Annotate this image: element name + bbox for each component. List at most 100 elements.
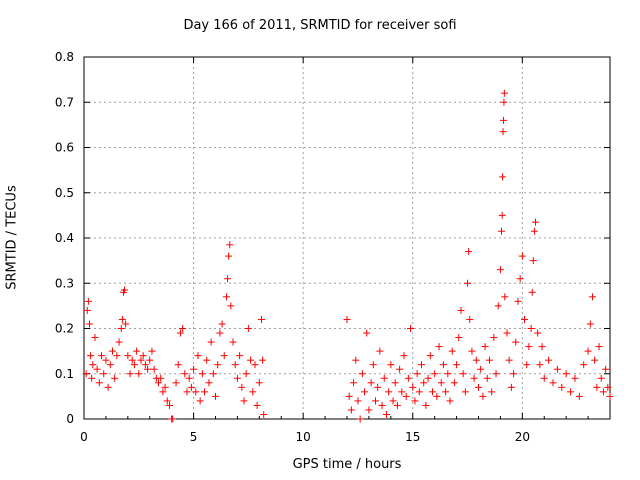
data-point	[588, 293, 596, 301]
data-point	[380, 374, 388, 382]
data-point	[87, 352, 95, 360]
data-point	[500, 98, 508, 106]
data-point	[428, 388, 436, 396]
data-point	[378, 401, 386, 409]
data-point	[369, 361, 377, 369]
data-point	[251, 361, 259, 369]
data-point	[457, 306, 465, 314]
data-point	[595, 343, 603, 351]
data-point	[527, 325, 535, 332]
data-point	[597, 374, 605, 382]
data-point	[122, 320, 130, 328]
data-point	[485, 356, 493, 364]
data-point	[400, 352, 408, 360]
data-point	[518, 252, 526, 260]
data-point	[499, 173, 507, 181]
data-point	[345, 392, 353, 400]
data-point	[203, 356, 211, 364]
data-point	[163, 397, 171, 405]
x-tick-label: 0	[80, 430, 88, 444]
data-point	[499, 116, 507, 124]
x-tick-label: 5	[190, 430, 198, 444]
plot-frame	[83, 56, 611, 420]
data-point	[253, 401, 261, 409]
data-point	[231, 361, 239, 369]
data-point	[599, 388, 607, 396]
data-point	[439, 361, 447, 369]
data-point	[118, 315, 126, 323]
data-point	[343, 315, 351, 323]
data-point	[229, 338, 237, 346]
data-point	[580, 361, 588, 369]
data-point	[126, 370, 134, 378]
x-tick-label: 20	[515, 430, 530, 444]
data-point	[402, 392, 410, 400]
data-point	[161, 383, 169, 391]
data-point	[356, 415, 364, 423]
x-axis-label: GPS time / hours	[292, 457, 402, 472]
data-point	[498, 211, 506, 219]
data-point	[477, 365, 485, 373]
data-point	[82, 370, 90, 378]
data-point	[606, 392, 614, 400]
data-point	[236, 352, 244, 360]
data-point	[220, 352, 228, 360]
data-point	[113, 352, 121, 360]
data-point	[365, 406, 373, 414]
data-point	[450, 379, 458, 387]
data-point	[83, 306, 91, 314]
data-point	[85, 320, 93, 328]
data-point	[350, 379, 358, 387]
data-point	[521, 315, 529, 323]
data-point	[415, 388, 423, 396]
data-point	[104, 383, 112, 391]
data-point	[387, 361, 395, 369]
data-point	[93, 365, 101, 373]
data-point	[505, 356, 513, 364]
data-point	[442, 388, 450, 396]
data-point	[385, 388, 393, 396]
data-point	[448, 347, 456, 355]
y-tick-label: 0.2	[55, 322, 74, 336]
data-point	[100, 370, 108, 378]
data-point	[212, 392, 219, 400]
data-point	[540, 374, 548, 382]
data-point	[389, 397, 397, 405]
data-point	[391, 379, 399, 387]
data-point	[155, 379, 163, 387]
x-tick-label: 10	[296, 430, 311, 444]
data-point	[214, 361, 222, 369]
data-point	[247, 356, 255, 364]
data-point	[459, 370, 467, 378]
data-point	[514, 297, 522, 305]
data-point	[133, 347, 141, 355]
data-point	[407, 325, 415, 332]
data-point	[538, 343, 546, 351]
data-point	[183, 388, 191, 396]
data-point	[481, 343, 489, 351]
data-point	[528, 288, 536, 296]
data-point	[358, 370, 366, 378]
data-point	[411, 397, 419, 405]
data-point	[258, 315, 266, 323]
data-point	[512, 338, 520, 346]
data-point	[139, 352, 147, 360]
data-point	[196, 397, 204, 405]
data-point	[244, 325, 252, 332]
data-point	[363, 329, 371, 337]
y-tick-label: 0.8	[55, 50, 74, 64]
data-point	[529, 257, 537, 265]
data-point	[453, 361, 461, 369]
data-point	[413, 370, 421, 378]
data-point	[89, 361, 97, 369]
data-point	[225, 252, 233, 260]
data-point	[492, 370, 500, 378]
data-point	[376, 347, 384, 355]
data-point	[516, 275, 524, 283]
data-point	[479, 392, 487, 400]
y-tick-label: 0.4	[55, 231, 74, 245]
data-point	[242, 370, 250, 378]
data-point	[98, 352, 106, 360]
data-point	[567, 388, 575, 396]
data-point	[591, 356, 599, 364]
